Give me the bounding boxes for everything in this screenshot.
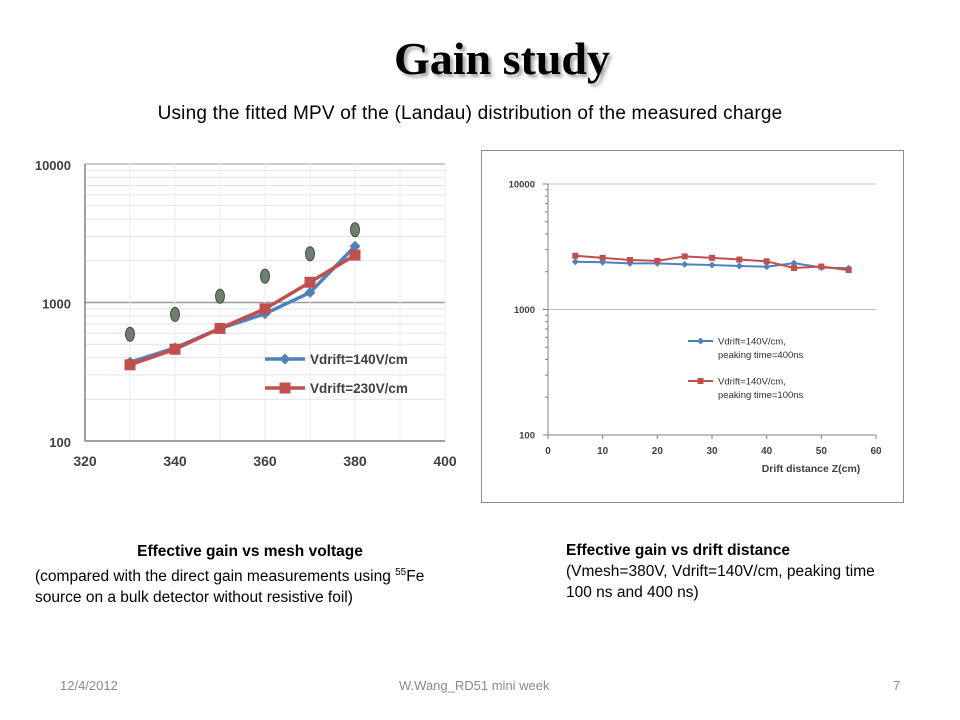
data-point — [572, 252, 579, 259]
legend-marker — [279, 382, 291, 394]
chart-panel-drift-distance: 100 1000 10000 0 10 20 30 40 50 60 Drift distance … — [481, 150, 904, 503]
data-point — [763, 263, 771, 271]
x-tick-label: 10 — [597, 446, 609, 457]
legend-label: peaking time=100ns — [718, 390, 804, 401]
x-tick-label: 320 — [73, 453, 97, 469]
x-tick-label: 50 — [816, 446, 828, 457]
data-point — [791, 265, 797, 272]
data-point — [818, 263, 825, 270]
legend-label: Vdrift=140V/cm — [310, 352, 408, 367]
direct-gain-point — [170, 306, 180, 322]
caption-mesh-voltage-heading: Effective gain vs mesh voltage — [137, 543, 363, 560]
x-tick-label: 400 — [433, 453, 457, 469]
data-point — [169, 343, 181, 355]
data-point — [708, 261, 716, 269]
x-tick-label: 60 — [870, 446, 882, 457]
data-point — [214, 322, 226, 334]
legend-label: Vdrift=140V/cm, — [718, 377, 786, 388]
y-tick-label: 100 — [519, 431, 535, 442]
data-point — [681, 260, 689, 268]
x-tick-label: 340 — [163, 453, 187, 469]
caption-mesh-voltage: Effective gain vs mesh voltage (compared… — [35, 541, 465, 608]
legend-label: Vdrift=230V/cm — [310, 381, 408, 396]
y-tick-label: 1000 — [42, 297, 71, 312]
direct-gain-point — [260, 268, 270, 284]
x-tick-label: 30 — [706, 446, 718, 457]
data-point — [304, 287, 316, 299]
chart-frame — [481, 150, 904, 503]
direct-gain-point — [350, 222, 360, 238]
data-point — [124, 359, 136, 371]
data-point — [735, 262, 743, 270]
chart-gain-vs-mesh-voltage: 100 1000 10000 320 340 360 380 400 Vdrift=140V/c… — [35, 158, 457, 469]
caption-text-part: Fe source on a bulk detector without res… — [35, 568, 425, 607]
x-tick-label: 40 — [761, 446, 773, 457]
data-point — [736, 256, 743, 263]
y-tick-label: 1000 — [514, 305, 535, 316]
caption-superscript: 55 — [395, 567, 407, 578]
data-point — [259, 303, 271, 315]
data-point — [349, 249, 361, 261]
data-point — [349, 240, 361, 252]
data-point — [790, 259, 798, 267]
caption-text-part: (compared with the direct gain measureme… — [35, 568, 396, 586]
legend-label: Vdrift=140V/cm, — [718, 337, 786, 348]
series-line — [129, 253, 356, 367]
x-tick-label: 0 — [545, 446, 551, 457]
data-point — [571, 258, 579, 266]
data-point — [599, 254, 606, 261]
direct-gain-point — [215, 288, 225, 304]
direct-gain-point — [305, 246, 315, 262]
slide-title: Gain study — [393, 33, 611, 84]
data-point — [845, 267, 852, 274]
chart-gain-vs-drift-distance: 100 1000 10000 0 10 20 30 40 50 60 Drift distance … — [481, 150, 904, 503]
footer-date: 12/4/2012 — [60, 678, 118, 693]
data-point — [654, 257, 661, 264]
y-tick-label: 10000 — [509, 180, 535, 191]
caption-drift-distance-heading: Effective gain vs drift distance — [566, 542, 790, 559]
x-tick-label: 380 — [343, 453, 367, 469]
data-point — [763, 258, 770, 265]
y-tick-label: 10000 — [35, 158, 71, 173]
legend-marker — [697, 337, 704, 345]
chart-panel-mesh-voltage: 100 1000 10000 320 340 360 380 400 Vdrift=140V/c… — [18, 147, 473, 477]
x-tick-label: 20 — [652, 446, 664, 457]
data-point — [627, 256, 633, 263]
legend-marker — [697, 378, 704, 384]
direct-gain-point — [125, 326, 135, 342]
legend-label: peaking time=400ns — [718, 350, 804, 361]
footer-page-number: 7 — [893, 678, 901, 693]
data-point — [709, 254, 715, 261]
x-axis-label: Drift distance Z(cm) — [762, 463, 861, 475]
legend-marker — [279, 353, 291, 365]
data-point — [304, 276, 316, 288]
slide-subtitle: Using the fitted MPV of the (Landau) dis… — [157, 103, 783, 124]
x-tick-label: 360 — [253, 453, 277, 469]
caption-drift-distance-text: (Vmesh=380V, Vdrift=140V/cm, peaking tim… — [566, 563, 875, 601]
caption-drift-distance: Effective gain vs drift distance (Vmesh=… — [566, 540, 886, 603]
y-tick-label: 100 — [49, 435, 71, 450]
footer-center: W.Wang_RD51 mini week — [399, 678, 550, 693]
data-point — [681, 253, 688, 260]
caption-mesh-voltage-text: (compared with the direct gain measureme… — [35, 562, 465, 608]
